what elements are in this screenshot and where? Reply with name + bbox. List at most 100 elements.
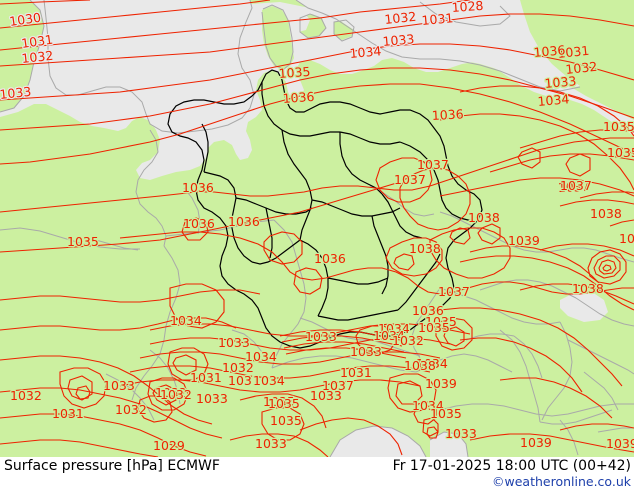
border-france-east (131, 245, 181, 401)
isobar-label: 1038 (590, 206, 622, 221)
isobar-label: 1030 (8, 10, 42, 29)
isobar-label: 1032 (160, 387, 192, 402)
isobar-label: 1033 (218, 335, 250, 350)
isobar-alps-closed-c (443, 326, 465, 347)
isobar-ne-2 (459, 85, 634, 137)
isobar-east-4 (539, 243, 634, 257)
isobar-label: 1034 (245, 349, 277, 364)
isobar-label: 1035 (270, 413, 302, 428)
sweden-south-coast (419, 1, 511, 27)
isobar-label: 1039 (425, 376, 457, 391)
border-serbia-north (539, 409, 613, 425)
isobar-italy-1 (299, 417, 403, 456)
isobar-label: 1031 (190, 370, 222, 385)
isobar-label: 1033 (382, 31, 415, 49)
isobar-1032-sw (0, 387, 223, 439)
isobar-italy-closed (261, 407, 305, 441)
isobar-alps-closed-b (435, 317, 473, 351)
isobar-label: 1038 (404, 358, 436, 373)
isobar-high-ring-1 (587, 249, 627, 285)
border-slovenia (415, 353, 513, 373)
lake-balaton-area (560, 292, 608, 322)
isobar-closed-sw-a (59, 367, 107, 409)
border-lux-area (183, 187, 201, 235)
isobar-label: 1036 (314, 251, 346, 266)
footer-title: Surface pressure [hPa] ECMWF (4, 458, 220, 474)
isobar-1038-east (459, 255, 634, 311)
isobar-label: 1034 (349, 43, 382, 61)
isobar-1035-east (519, 129, 634, 149)
isobar-label: 1033 (196, 391, 228, 406)
isobar-closed-sw-c (75, 385, 91, 400)
isobar-label: 1039 (508, 233, 540, 248)
isobar-italy-2 (229, 433, 329, 457)
isobar-label: 1039 (606, 436, 634, 451)
isobar-label: 1036 (533, 42, 566, 60)
isobar-1032-a (0, 13, 634, 67)
isobar-label: 1033 (103, 378, 135, 393)
isobar-alps-closed-h (426, 426, 439, 439)
border-sachsen-anhalt (339, 132, 383, 195)
border-bayern-thueringen (327, 277, 389, 285)
isobar-label: 1033 (310, 388, 342, 403)
isobar-label: 1036 (183, 216, 215, 231)
border-schleswig-holstein (261, 82, 340, 137)
isobar-alps-bundle-b (281, 335, 403, 347)
isobar-label: 1037 (394, 172, 426, 187)
isobar-alps-5 (119, 379, 421, 393)
isobar-label: 1033 (255, 436, 287, 451)
isobar-label: 1035 (430, 406, 462, 421)
uk-coast (0, 0, 45, 113)
map-footer: Surface pressure [hPa] ECMWF Fr 17-01-20… (0, 457, 634, 490)
isobar-label: 1035 (607, 145, 634, 160)
isobar-label: 1038 (468, 210, 500, 225)
isobar-1037-loop-b (375, 157, 433, 203)
isobar-label: 1032 (21, 48, 54, 66)
isobar-label: 1033 (445, 426, 477, 441)
footer-valid-time: Fr 17-01-2025 18:00 UTC (00+42) (392, 458, 631, 474)
isobar-label: 1034 (373, 328, 405, 343)
border-austria-swiss (299, 317, 372, 341)
border-bayern-north (317, 309, 399, 321)
isobar-label: 1033 (350, 344, 382, 359)
isobar-label: 1031 (52, 406, 84, 421)
baltic-sea (296, 0, 580, 90)
isobar-alps-closed-d (387, 373, 437, 413)
isobar-alps-closed-f (413, 401, 437, 425)
isobar-swiss-closed-a (167, 347, 209, 381)
isobar-swiss-closed-e (137, 395, 173, 423)
border-saarland-east (265, 207, 273, 259)
isobar-label: 1032 (115, 402, 147, 417)
isobar-1037-east (439, 177, 634, 197)
sea-layer (44, 0, 608, 457)
border-sachsen-west (371, 215, 389, 295)
adriatic-sea (430, 432, 468, 457)
isobar-alps-bundle-c (283, 341, 405, 353)
isobar-1037-loop-a (399, 167, 471, 231)
border-pyrenees (105, 373, 155, 421)
isobar-1030 (0, 0, 271, 29)
border-france-south (149, 349, 181, 405)
isobar-alps-2 (149, 337, 451, 351)
footer-credit[interactable]: ©weatheronline.co.uk (492, 474, 631, 489)
isobar-small-cell-f (293, 267, 323, 295)
isobar-label: 1031 (340, 365, 372, 380)
isobar-1036-south (119, 231, 634, 295)
border-niedersachsen-east (281, 129, 313, 241)
baltic-land (520, 0, 634, 120)
isobar-east-2 (459, 337, 583, 393)
pressure-map[interactable]: 1030 1031 1032 1033 1028 1032 1031 1033 1034 1031… (0, 0, 634, 457)
isobar-label: 1039 (520, 435, 552, 450)
isobar-label: 1036 (431, 106, 464, 123)
border-brandenburg-east (399, 141, 477, 223)
danish-strait (292, 12, 310, 32)
isobar-label: 1034 (253, 373, 285, 388)
isobar-1035-a (0, 83, 634, 165)
border-hessen-west (251, 239, 301, 265)
baltic-south-coast (295, 0, 581, 92)
jutland-peninsula (262, 6, 294, 70)
border-sw-france (95, 239, 139, 251)
